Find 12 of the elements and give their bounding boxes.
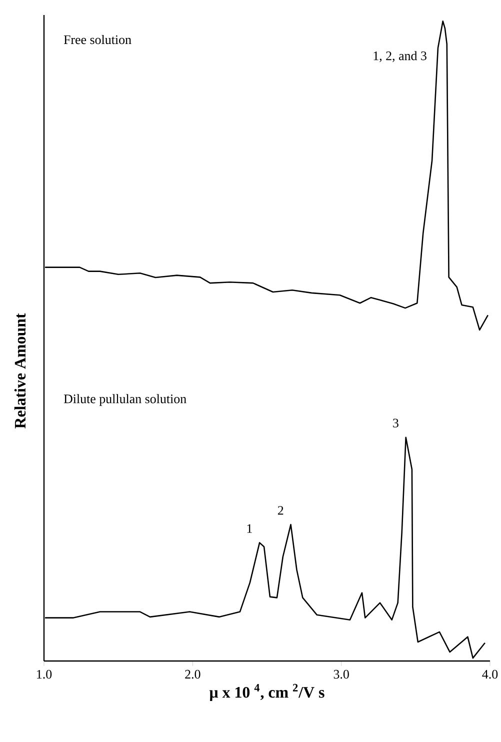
annotation: 2 <box>278 506 283 515</box>
x-tick-label: 4.0 <box>482 670 498 679</box>
annotation: 1 <box>247 524 252 533</box>
x-tick-label: 2.0 <box>184 670 200 679</box>
chart-title: Dilute pullulan solution <box>64 394 186 406</box>
x-axis-title: μ x 10 $^{4}$, cm $^{2}$/V s <box>209 684 324 701</box>
annotation: 3 <box>392 418 398 428</box>
x-tick-label: 1.0 <box>36 670 52 679</box>
text: Free solution <box>64 34 132 44</box>
x-tick-label: 3.0 <box>334 670 349 679</box>
y-axis-title: Relative Amount <box>14 313 26 429</box>
annotation: 1, 2, and 3 <box>374 51 426 62</box>
